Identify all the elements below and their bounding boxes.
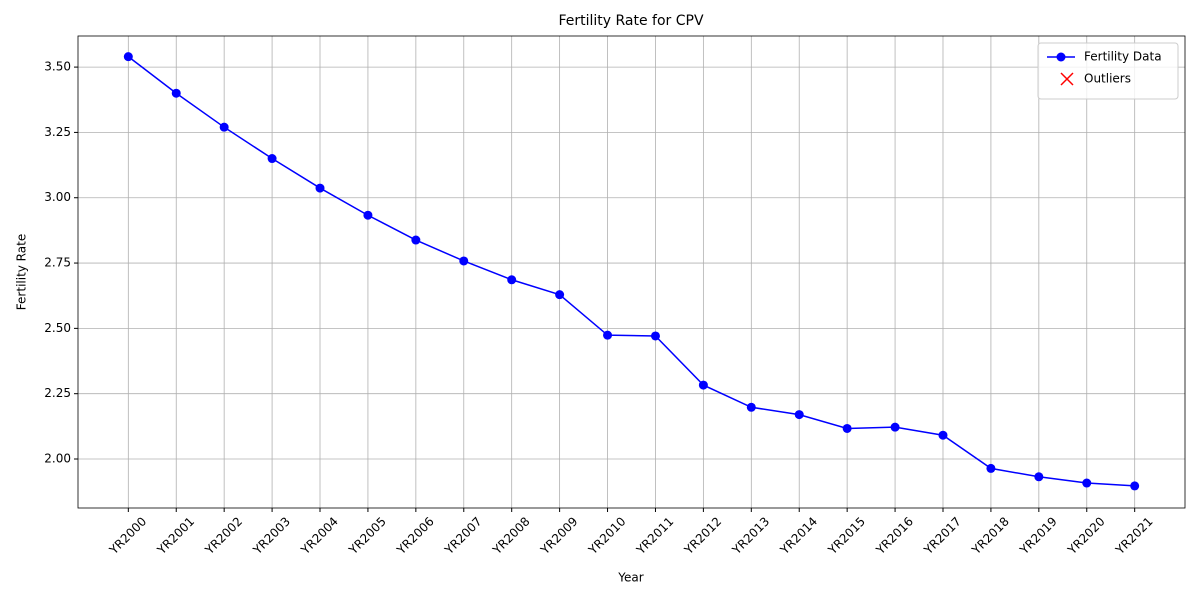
point — [507, 275, 517, 285]
x-tick-label: YR2004 — [298, 514, 341, 557]
y-tick-label: 2.50 — [44, 321, 71, 335]
point — [938, 430, 948, 440]
x-tick-label: YR2014 — [777, 514, 820, 557]
x-tick-label: YR2021 — [1112, 514, 1155, 557]
chart-title: Fertility Rate for CPV — [558, 13, 704, 29]
x-tick-label: YR2019 — [1016, 514, 1059, 557]
legend-marker — [1056, 52, 1066, 62]
x-tick-label: YR2016 — [873, 514, 916, 557]
legend-marker — [1060, 72, 1074, 86]
legend-label: Outliers — [1084, 72, 1131, 86]
y-axis-label: Fertility Rate — [15, 234, 29, 310]
point — [267, 154, 277, 164]
point — [842, 423, 852, 433]
point — [1130, 481, 1140, 491]
x-tick-label: YR2011 — [633, 514, 676, 557]
y-tick-label: 3.25 — [44, 125, 71, 139]
x-tick-label: YR2018 — [969, 514, 1012, 557]
point — [794, 410, 804, 420]
point — [555, 290, 565, 300]
x-tick-label: YR2012 — [681, 514, 724, 557]
point — [650, 331, 660, 341]
point — [986, 463, 996, 473]
point — [698, 380, 708, 390]
point — [890, 422, 900, 432]
legend-label: Fertility Data — [1084, 50, 1162, 64]
x-tick-label: YR2013 — [729, 514, 772, 557]
y-tick-label: 2.75 — [44, 256, 71, 270]
point — [411, 235, 421, 245]
point — [1034, 472, 1044, 482]
y-tick-label: 2.25 — [44, 386, 71, 400]
y-tick-label: 3.50 — [44, 60, 71, 74]
x-tick-label: YR2008 — [489, 514, 532, 557]
x-tick-label: YR2010 — [585, 514, 628, 557]
point — [123, 52, 133, 62]
x-tick-label: YR2000 — [106, 514, 149, 557]
point — [746, 402, 756, 412]
line — [127, 56, 1135, 487]
point — [171, 88, 181, 98]
y-tick-label: 3.00 — [44, 190, 71, 204]
x-tick-label: YR2003 — [250, 514, 293, 557]
x-tick-label: YR2007 — [441, 514, 484, 557]
y-tick-label: 2.00 — [44, 452, 71, 466]
x-tick-label: YR2006 — [393, 514, 436, 557]
x-tick-label: YR2009 — [537, 514, 580, 557]
point — [315, 183, 325, 193]
x-tick-label: YR2005 — [346, 514, 389, 557]
x-tick-label: YR2017 — [921, 514, 964, 557]
point — [363, 210, 373, 220]
point — [459, 256, 469, 266]
x-axis-label: Year — [617, 571, 643, 585]
x-tick-label: YR2001 — [154, 514, 197, 557]
point — [603, 330, 613, 340]
point — [1082, 478, 1092, 488]
x-tick-label: YR2015 — [825, 514, 868, 557]
x-tick-label: YR2020 — [1064, 514, 1107, 557]
x-tick-label: YR2002 — [202, 514, 245, 557]
point — [219, 122, 229, 132]
plot-frame — [77, 35, 1186, 509]
